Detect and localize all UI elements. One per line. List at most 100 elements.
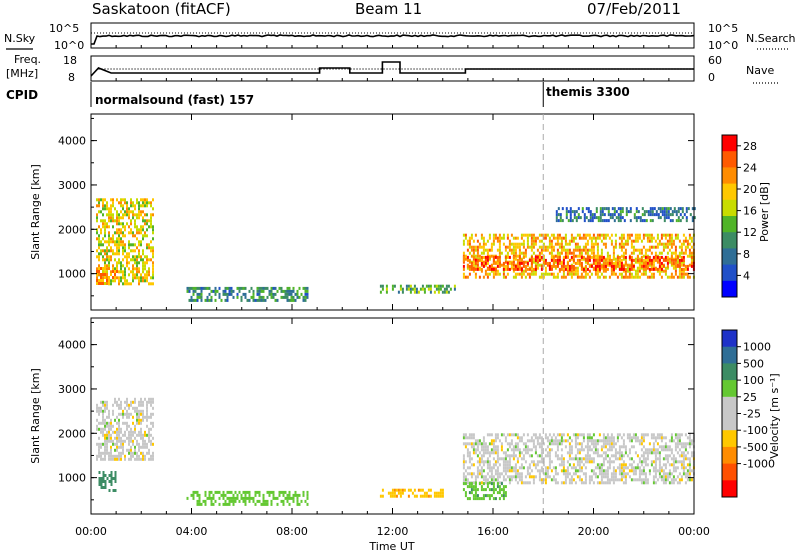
echo-cell xyxy=(196,502,199,506)
echo-cell xyxy=(595,216,598,220)
echo-cell xyxy=(542,272,545,276)
echo-cell xyxy=(437,491,440,495)
echo-cell xyxy=(602,457,605,461)
echo-cell xyxy=(288,289,291,293)
echo-cell xyxy=(688,457,691,461)
echo-cell xyxy=(652,469,655,473)
echo-cell xyxy=(570,448,573,452)
echo-cell xyxy=(140,397,142,401)
echo-cell xyxy=(558,255,561,259)
echo-cell xyxy=(677,210,680,214)
echo-cell xyxy=(604,242,607,246)
echo-cell xyxy=(650,263,653,267)
echo-cell xyxy=(680,260,683,264)
echo-cell xyxy=(462,264,465,268)
echo-cell xyxy=(443,290,446,294)
echo-cell xyxy=(124,210,126,214)
echo-cell xyxy=(506,261,509,265)
echo-cell xyxy=(104,436,106,440)
echo-cell xyxy=(248,496,251,500)
echo-cell xyxy=(664,269,667,273)
echo-cell xyxy=(526,481,529,485)
echo-cell xyxy=(646,239,649,243)
echo-cell xyxy=(276,496,279,500)
echo-cell xyxy=(138,415,140,419)
echo-cell xyxy=(514,245,517,249)
echo-cell xyxy=(557,219,560,223)
echo-cell xyxy=(282,295,285,299)
echo-cell xyxy=(594,239,597,243)
echo-cell xyxy=(464,433,467,437)
echo-cell xyxy=(550,245,553,249)
echo-cell xyxy=(602,472,605,476)
echo-cell xyxy=(584,258,587,262)
x-tick-label: 20:00 xyxy=(578,525,610,538)
echo-cell xyxy=(102,412,104,416)
echo-cell xyxy=(254,493,257,497)
echo-cell xyxy=(534,255,537,259)
echo-cell xyxy=(624,451,627,455)
echo-cell xyxy=(100,442,102,446)
echo-cell xyxy=(128,282,130,286)
echo-cell xyxy=(654,448,657,452)
echo-cell xyxy=(252,292,255,296)
echo-cell xyxy=(464,460,467,464)
echo-cell xyxy=(102,400,104,404)
echo-cell xyxy=(476,263,479,267)
echo-cell xyxy=(671,219,674,223)
echo-cell xyxy=(648,275,651,279)
echo-cell xyxy=(516,469,519,473)
echo-cell xyxy=(570,439,573,443)
echo-cell xyxy=(478,258,481,262)
echo-cell xyxy=(206,295,209,299)
echo-cell xyxy=(586,439,589,443)
echo-cell xyxy=(108,489,111,492)
echo-cell xyxy=(544,478,547,482)
echo-cell xyxy=(508,261,511,265)
echo-cell xyxy=(588,258,591,262)
echo-cell xyxy=(556,258,559,262)
echo-cell xyxy=(238,490,241,494)
echo-cell xyxy=(598,269,601,273)
echo-cell xyxy=(604,469,607,473)
echo-cell xyxy=(124,406,126,410)
echo-cell xyxy=(104,451,106,455)
echo-cell xyxy=(610,439,613,443)
echo-cell xyxy=(594,472,597,476)
echo-cell xyxy=(270,502,273,506)
echo-cell xyxy=(118,276,120,280)
echo-cell xyxy=(642,466,645,470)
echo-cell xyxy=(136,267,138,271)
echo-cell xyxy=(612,261,615,265)
echo-cell xyxy=(600,481,603,485)
echo-cell xyxy=(474,485,477,489)
echo-cell xyxy=(622,269,625,273)
echo-cell xyxy=(645,210,648,214)
echo-cell xyxy=(100,483,103,486)
echo-cell xyxy=(496,491,499,495)
echo-cell xyxy=(96,198,98,202)
echo-cell xyxy=(122,246,124,250)
echo-cell xyxy=(476,445,479,449)
echo-cell xyxy=(490,269,493,273)
echo-cell xyxy=(558,261,561,265)
echo-cell xyxy=(614,257,617,261)
echo-cell xyxy=(144,442,146,446)
echo-cell xyxy=(484,442,487,446)
echo-cell xyxy=(562,457,565,461)
echo-cell xyxy=(96,427,98,431)
echo-cell xyxy=(130,249,132,253)
echo-cell xyxy=(576,258,579,262)
echo-cell xyxy=(569,216,572,220)
echo-cell xyxy=(130,219,132,223)
echo-cell xyxy=(298,286,301,290)
echo-cell xyxy=(118,406,120,410)
echo-cell xyxy=(608,463,611,467)
echo-cell xyxy=(610,258,613,262)
echo-cell xyxy=(636,436,639,440)
colorbar-frame xyxy=(721,134,738,298)
echo-cell xyxy=(138,454,140,458)
echo-cell xyxy=(538,460,541,464)
echo-cell xyxy=(588,433,591,437)
echo-cell xyxy=(542,254,545,258)
